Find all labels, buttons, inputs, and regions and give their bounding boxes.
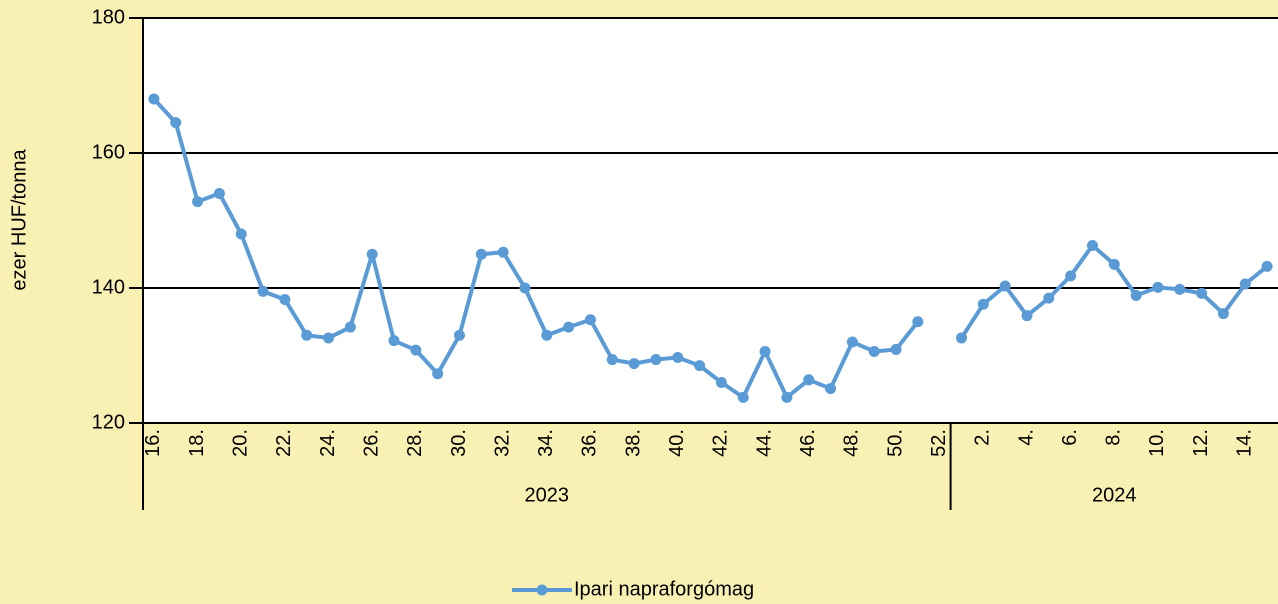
data-point xyxy=(192,196,204,208)
data-point xyxy=(170,117,182,129)
data-point xyxy=(388,335,400,347)
x-tick-label: 52. xyxy=(928,429,950,457)
x-tick-label: 2. xyxy=(972,429,994,446)
data-point xyxy=(1021,310,1033,322)
x-tick-label: 18. xyxy=(186,429,208,457)
x-tick-label: 44. xyxy=(753,429,775,457)
data-point xyxy=(1261,260,1273,272)
x-tick-label: 30. xyxy=(448,429,470,457)
data-point xyxy=(453,329,465,341)
data-point xyxy=(1196,287,1208,299)
legend-label: Ipari napraforgómag xyxy=(574,578,754,600)
data-point xyxy=(301,329,313,341)
data-point xyxy=(715,377,727,388)
x-tick-label: 50. xyxy=(884,429,906,457)
data-point xyxy=(868,345,880,357)
x-group-label: 2023 xyxy=(525,484,570,506)
x-tick-label: 14. xyxy=(1234,429,1256,457)
x-tick-label: 16. xyxy=(142,429,164,457)
data-point xyxy=(235,228,247,240)
y-tick-label: 120 xyxy=(92,411,125,433)
data-point xyxy=(890,343,902,355)
data-point xyxy=(825,383,837,395)
data-point xyxy=(956,332,968,344)
data-point xyxy=(366,248,378,260)
data-point xyxy=(999,280,1011,292)
data-point xyxy=(628,358,640,370)
data-point xyxy=(584,314,596,326)
data-point xyxy=(410,344,422,356)
data-point xyxy=(1043,292,1055,304)
data-point xyxy=(650,354,662,366)
data-point xyxy=(279,293,291,305)
x-tick-label: 22. xyxy=(273,429,295,457)
data-point xyxy=(737,391,749,403)
data-point xyxy=(1152,281,1164,293)
data-point xyxy=(694,360,706,372)
data-point xyxy=(781,391,793,403)
data-point xyxy=(1108,258,1120,270)
data-point xyxy=(1065,270,1077,282)
x-tick-label: 46. xyxy=(797,429,819,457)
data-point xyxy=(1217,308,1229,320)
x-tick-label: 10. xyxy=(1146,429,1168,457)
y-tick-label: 180 xyxy=(92,6,125,28)
data-point xyxy=(759,345,771,357)
data-point xyxy=(344,321,356,333)
data-point xyxy=(803,374,815,386)
y-tick-label: 140 xyxy=(92,276,125,298)
data-point xyxy=(213,188,225,199)
x-tick-label: 42. xyxy=(710,429,732,457)
x-tick-label: 12. xyxy=(1190,429,1212,457)
data-point xyxy=(519,282,531,294)
x-tick-label: 20. xyxy=(230,429,252,457)
data-point xyxy=(1174,283,1186,295)
x-tick-label: 8. xyxy=(1103,429,1125,446)
data-point xyxy=(1086,239,1098,251)
x-tick-label: 40. xyxy=(666,429,688,457)
data-point xyxy=(672,352,684,364)
x-tick-label: 36. xyxy=(579,429,601,457)
y-tick-label: 160 xyxy=(92,141,125,163)
plot-area xyxy=(143,18,1278,423)
data-point xyxy=(606,354,618,366)
data-point xyxy=(1130,289,1142,301)
x-tick-label: 4. xyxy=(1015,429,1037,446)
x-tick-label: 6. xyxy=(1059,429,1081,446)
x-tick-label: 26. xyxy=(360,429,382,457)
data-point xyxy=(323,332,335,344)
data-point xyxy=(541,329,553,341)
data-point xyxy=(257,285,269,297)
data-point xyxy=(475,248,487,260)
data-point xyxy=(912,316,924,328)
data-point xyxy=(846,336,858,348)
data-point xyxy=(1239,278,1251,290)
x-tick-label: 38. xyxy=(622,429,644,457)
data-point xyxy=(977,298,989,310)
x-tick-label: 32. xyxy=(491,429,513,457)
data-point xyxy=(148,93,160,105)
y-axis-label: ezer HUF/tonna xyxy=(8,149,30,291)
data-point xyxy=(497,246,509,258)
data-point xyxy=(432,368,444,380)
legend-marker xyxy=(536,584,548,596)
x-tick-label: 48. xyxy=(841,429,863,457)
x-group-label: 2024 xyxy=(1092,484,1137,506)
x-tick-label: 28. xyxy=(404,429,426,457)
data-point xyxy=(563,321,575,333)
x-tick-label: 34. xyxy=(535,429,557,457)
x-tick-label: 24. xyxy=(317,429,339,457)
